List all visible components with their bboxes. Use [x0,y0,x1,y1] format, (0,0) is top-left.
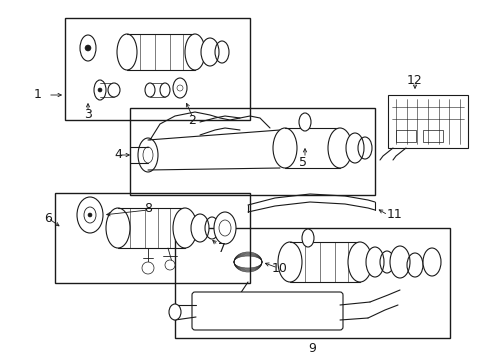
Ellipse shape [173,78,186,98]
Ellipse shape [278,242,302,282]
Ellipse shape [106,208,130,248]
Ellipse shape [142,262,154,274]
Ellipse shape [346,133,363,163]
Bar [65,18,249,120]
Ellipse shape [138,138,158,172]
Ellipse shape [80,35,96,61]
FancyBboxPatch shape [192,292,342,330]
Ellipse shape [214,212,236,244]
Ellipse shape [389,246,409,278]
Ellipse shape [160,83,170,97]
Bar [422,130,442,142]
Bar [175,228,449,338]
Ellipse shape [164,260,175,270]
Ellipse shape [422,248,440,276]
Text: 6: 6 [44,211,52,225]
Ellipse shape [298,113,310,131]
Text: 3: 3 [84,108,92,122]
Ellipse shape [145,83,155,97]
Ellipse shape [77,197,103,233]
Text: 7: 7 [218,242,225,255]
Ellipse shape [184,34,204,70]
Text: 12: 12 [407,73,422,86]
Ellipse shape [365,247,383,277]
Ellipse shape [191,214,208,242]
Ellipse shape [85,45,91,51]
Ellipse shape [108,83,120,97]
Bar [55,193,249,283]
Ellipse shape [327,128,351,168]
Text: 11: 11 [386,208,402,221]
Text: 10: 10 [271,261,287,274]
Ellipse shape [117,34,137,70]
Ellipse shape [347,242,371,282]
Bar [130,108,374,195]
Text: 1: 1 [34,89,42,102]
Ellipse shape [88,213,92,217]
Ellipse shape [173,208,197,248]
Ellipse shape [94,80,106,100]
Ellipse shape [302,229,313,247]
Text: 4: 4 [114,148,122,162]
Ellipse shape [201,38,219,66]
Ellipse shape [272,128,296,168]
Ellipse shape [98,88,102,92]
Text: 9: 9 [307,342,315,355]
Ellipse shape [169,304,181,320]
Bar [387,95,467,148]
Text: 2: 2 [188,113,196,126]
Bar [395,130,415,142]
Text: 8: 8 [143,202,152,215]
Text: 5: 5 [298,156,306,168]
